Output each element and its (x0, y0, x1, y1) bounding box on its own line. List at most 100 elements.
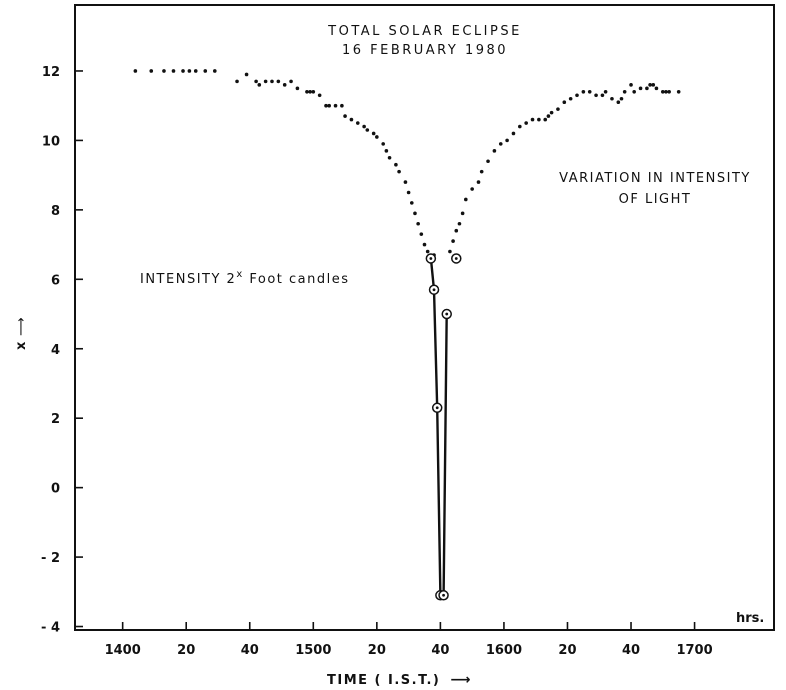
data-point (543, 117, 548, 122)
variation-annotation-line2: OF LIGHT (619, 192, 692, 207)
x-tick-label: 40 (431, 643, 449, 658)
data-point (594, 93, 598, 98)
series-line (429, 258, 448, 597)
data-point (419, 232, 424, 236)
data-point (648, 83, 652, 87)
data-point (603, 90, 608, 94)
plot-frame (74, 4, 775, 631)
data-point (263, 79, 268, 84)
data-point (530, 117, 535, 122)
circled-data-point-center (445, 312, 449, 316)
x-tick-label: 1600 (486, 643, 522, 658)
y-tick-label: 2 (51, 412, 60, 427)
data-point (276, 79, 281, 84)
circled-data-point-center (429, 257, 433, 260)
data-point (622, 90, 627, 94)
data-point (581, 90, 586, 94)
data-point (632, 90, 636, 94)
data-point (181, 69, 185, 73)
data-point (660, 90, 665, 94)
x-tick-label: 1500 (295, 643, 331, 658)
data-point (416, 221, 420, 226)
data-point (324, 103, 328, 108)
y-tick-label: 10 (42, 134, 60, 149)
data-point (282, 83, 287, 87)
data-point (451, 239, 455, 243)
data-point (235, 79, 239, 84)
data-point (244, 72, 249, 77)
data-point (349, 117, 354, 122)
data-point (587, 90, 592, 94)
data-point (305, 90, 309, 94)
data-point (454, 228, 459, 233)
data-point (492, 149, 497, 153)
x-axis-label-text: TIME ( I.S.T.) (327, 673, 440, 688)
data-point (171, 69, 176, 73)
data-point (486, 159, 490, 164)
data-point (575, 93, 579, 98)
data-point (556, 107, 560, 111)
data-point (413, 211, 417, 216)
x-tick-label: 1700 (676, 643, 712, 658)
data-point (568, 96, 573, 101)
y-axis-label: x ⟶ (14, 316, 29, 350)
data-point (654, 86, 659, 91)
data-point (187, 69, 192, 73)
data-point (403, 180, 408, 184)
x-tick-label: 1400 (105, 643, 141, 658)
data-point (457, 221, 462, 226)
data-point (311, 90, 316, 94)
data-marks (133, 69, 681, 601)
circled-data-point-center (432, 288, 436, 292)
y-tick-label: 4 (51, 343, 60, 358)
data-point (600, 93, 605, 98)
data-point (327, 103, 331, 108)
data-point (422, 242, 427, 247)
data-point (448, 249, 452, 254)
data-point (381, 142, 385, 146)
y-tick-label: 12 (42, 65, 60, 80)
intensity-suffix: Foot candles (244, 272, 350, 287)
data-point (295, 86, 300, 91)
data-point (511, 131, 516, 136)
x-axis-label: TIME ( I.S.T.) ⟶ (327, 672, 472, 688)
data-point (394, 162, 398, 167)
data-point (257, 83, 262, 87)
data-point (149, 69, 154, 73)
intensity-prefix: INTENSITY 2 (140, 272, 236, 287)
data-point (317, 93, 322, 98)
data-point (362, 124, 366, 129)
data-point (619, 96, 624, 101)
data-point (133, 69, 138, 73)
data-point (464, 197, 468, 202)
y-axis-arrow-icon: ⟶ (14, 316, 29, 336)
intensity-exponent: x (236, 269, 243, 280)
tick-marks (75, 70, 696, 630)
chart-subtitle: 16 FEBRUARY 1980 (342, 43, 508, 58)
data-point (355, 121, 360, 125)
y-tick-label: 6 (51, 273, 60, 288)
data-point (371, 131, 376, 136)
data-point (616, 100, 621, 105)
data-point (365, 128, 370, 132)
data-point (162, 69, 166, 73)
data-point (638, 86, 643, 91)
y-axis-label-text: x (14, 340, 29, 350)
y-tick-label: 0 (51, 482, 60, 497)
y-tick-label: - 2 (41, 551, 60, 566)
data-point (498, 142, 503, 146)
circled-data-point-center (435, 406, 439, 410)
x-tick-label: 20 (368, 643, 386, 658)
data-point (546, 114, 551, 118)
data-point (308, 90, 312, 94)
data-point (651, 83, 656, 87)
data-point (409, 201, 414, 205)
data-point (213, 69, 217, 73)
data-point (518, 124, 522, 129)
data-point (406, 190, 411, 195)
data-point (479, 169, 484, 174)
data-point (203, 69, 208, 73)
intensity-annotation: INTENSITY 2x Foot candles (140, 269, 350, 287)
